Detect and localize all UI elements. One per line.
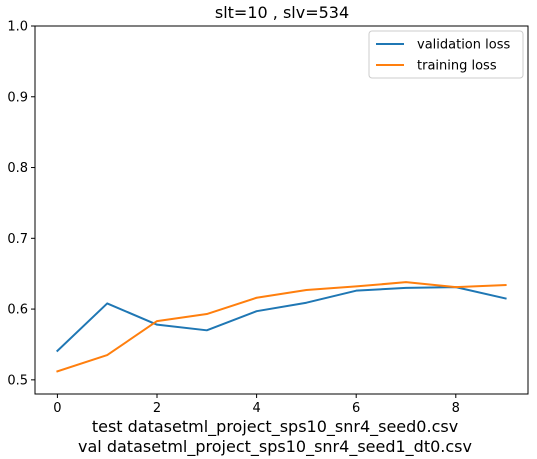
series-line-training-loss bbox=[56, 281, 507, 373]
plot-area bbox=[55, 281, 507, 373]
x-tick-label: 4 bbox=[252, 401, 260, 416]
axes-frame bbox=[34, 25, 529, 395]
x-tick-label: 6 bbox=[352, 401, 360, 416]
legend: validation loss training loss bbox=[368, 30, 524, 79]
x-tick-label: 0 bbox=[53, 401, 61, 416]
x-axis-label-line-1: test datasetml_project_sps10_snr4_seed0.… bbox=[92, 417, 458, 437]
x-tick-label: 8 bbox=[452, 401, 460, 416]
legend-label: training loss bbox=[417, 59, 497, 74]
chart-title: slt=10 , slv=534 bbox=[215, 3, 349, 22]
y-tick-label: 1.0 bbox=[7, 20, 28, 35]
axes: 0 2 4 6 8 0.5 0.6 0.7 0.8 0.9 1.0 bbox=[7, 20, 529, 416]
y-tick-label: 0.8 bbox=[7, 161, 28, 176]
x-axis-label-line-2: val datasetml_project_sps10_snr4_seed1_d… bbox=[78, 437, 472, 457]
y-tick-label: 0.9 bbox=[7, 90, 28, 105]
x-tick-label: 2 bbox=[153, 401, 161, 416]
y-tick-label: 0.5 bbox=[7, 373, 28, 388]
legend-label: validation loss bbox=[417, 38, 510, 53]
y-tick-label: 0.6 bbox=[7, 303, 28, 318]
y-tick-label: 0.7 bbox=[7, 232, 28, 247]
legend-box bbox=[368, 30, 524, 79]
series-line-validation-loss bbox=[55, 286, 507, 353]
